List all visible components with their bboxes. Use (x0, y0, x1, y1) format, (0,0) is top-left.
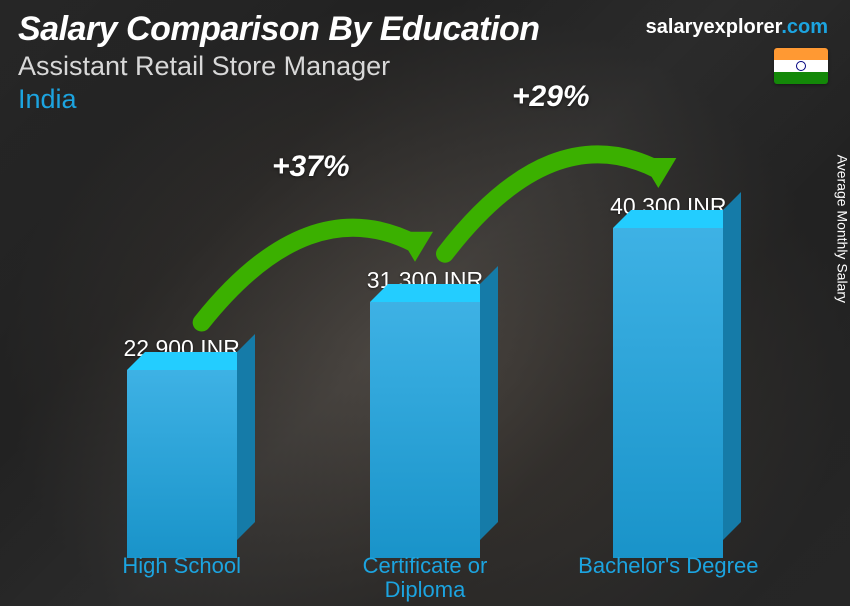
increase-pct-label: +29% (512, 80, 590, 114)
increase-arc (445, 154, 658, 253)
increase-pct-label: +37% (272, 150, 350, 184)
increase-arrows (0, 0, 850, 606)
increase-arc (202, 228, 415, 323)
